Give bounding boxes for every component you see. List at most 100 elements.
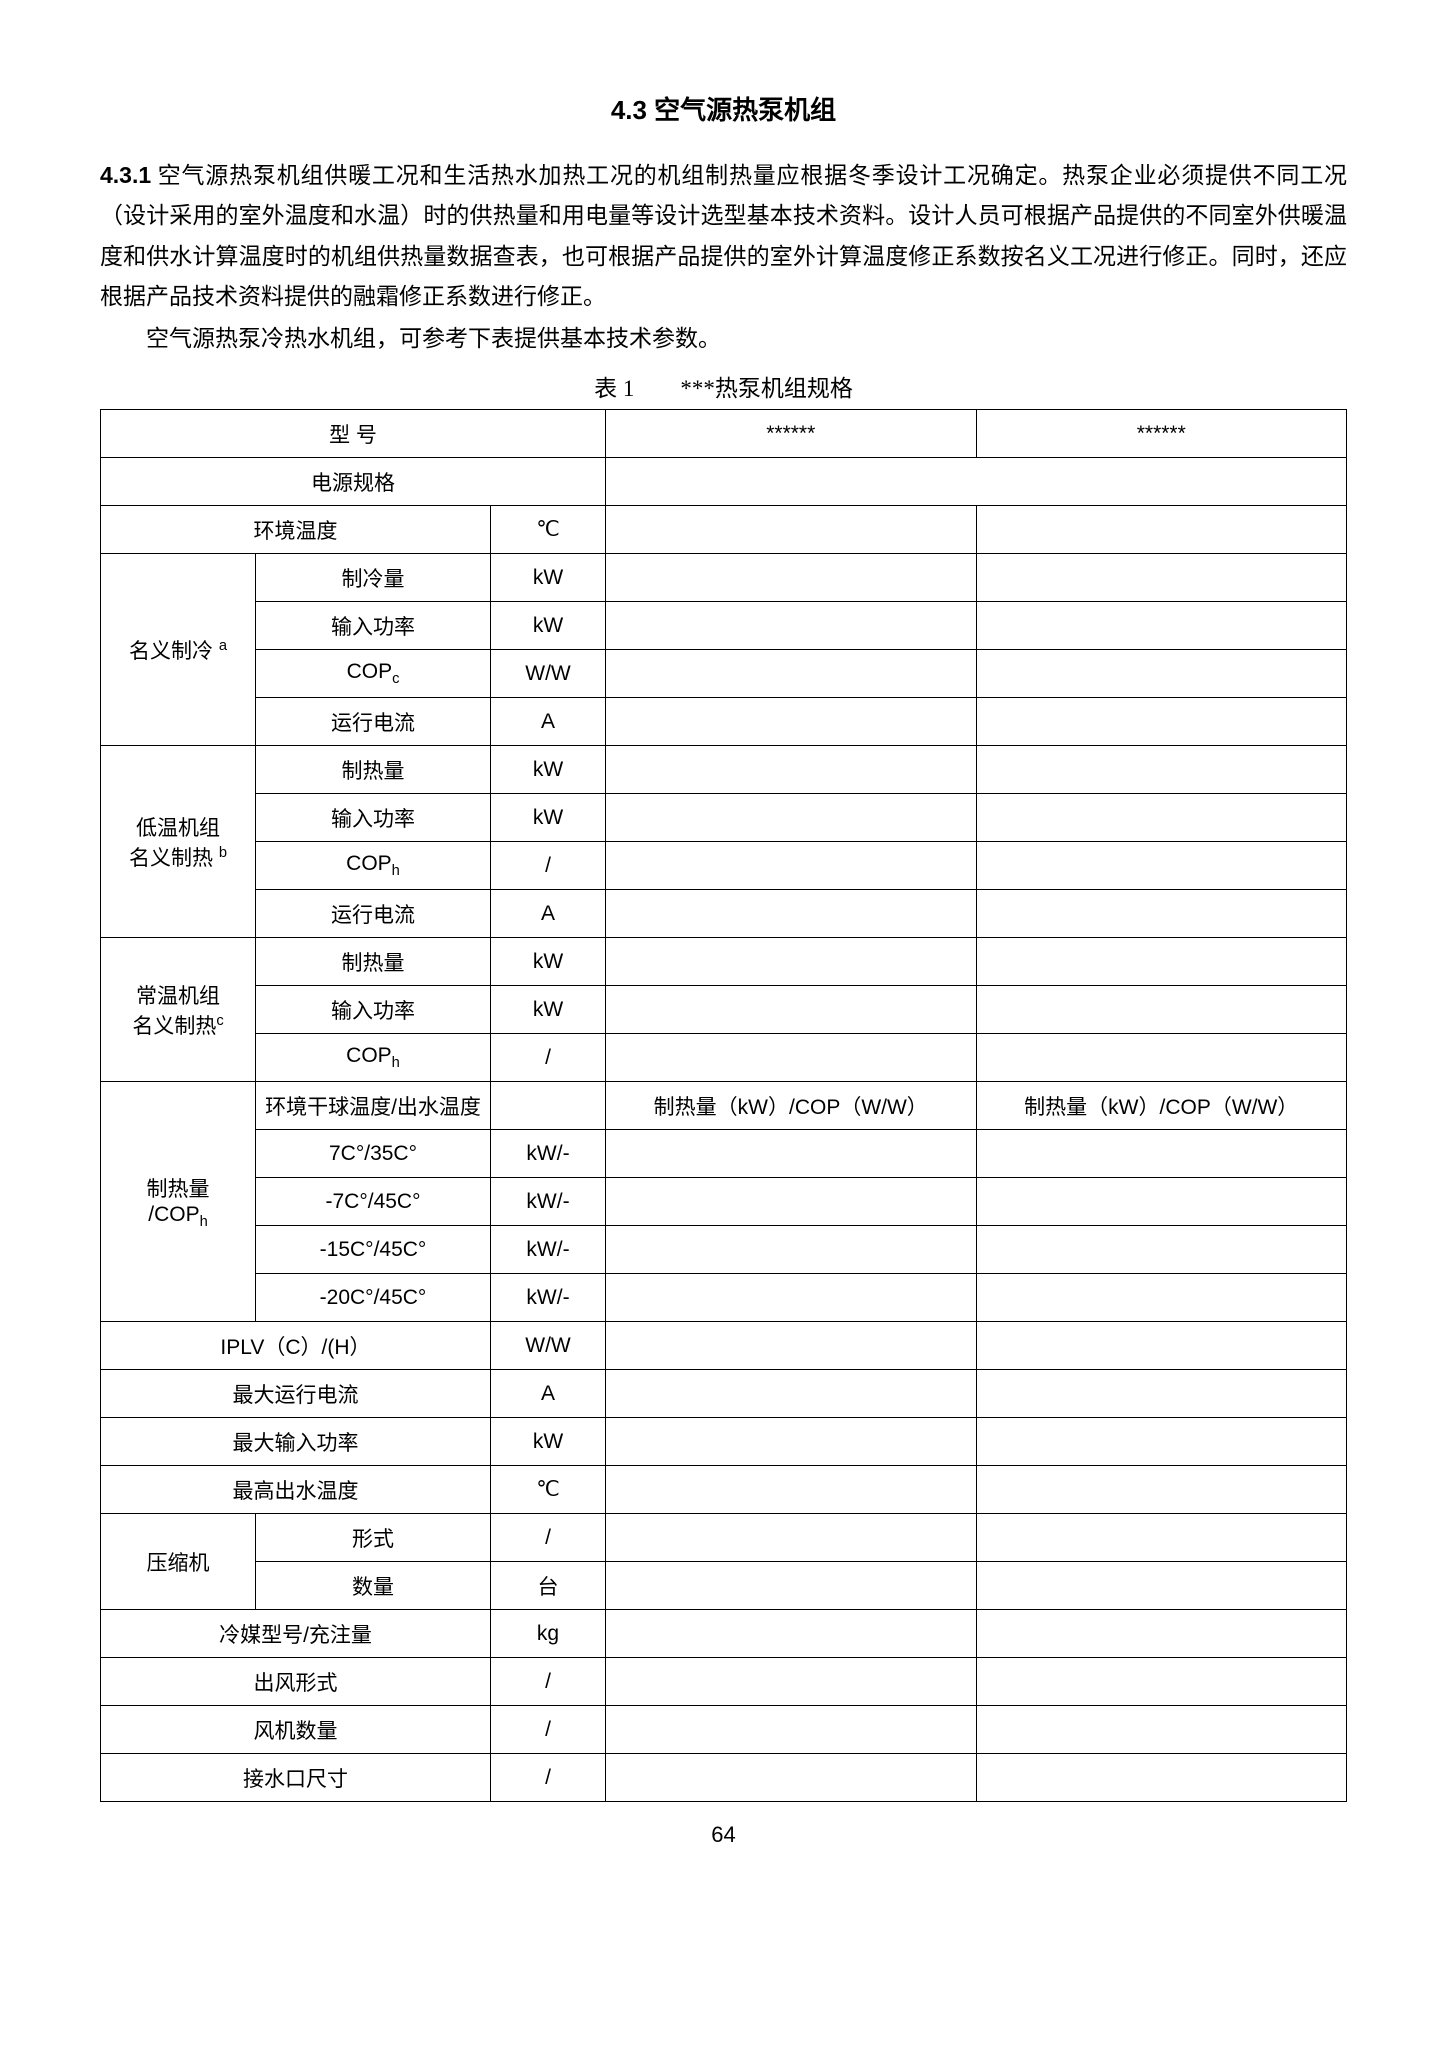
label-hc-0: 环境干球温度/出水温度: [256, 1082, 491, 1130]
val-env-temp-b: [976, 506, 1347, 554]
val-nt-2a: [606, 986, 977, 1034]
row-nom-cooling-3: COPc W/W: [101, 650, 1347, 698]
val-air-outlet-b: [976, 1658, 1347, 1706]
val-comp-2b: [976, 1562, 1347, 1610]
row-nortemp-2: 输入功率 kW: [101, 986, 1347, 1034]
unit-nc-2: kW: [491, 602, 606, 650]
row-heatcop-1: 7C°/35C° kW/-: [101, 1130, 1347, 1178]
unit-refrigerant: kg: [491, 1610, 606, 1658]
label-nc-4: 运行电流: [256, 698, 491, 746]
val-max-power-a: [606, 1418, 977, 1466]
val-hc-3a: [606, 1226, 977, 1274]
row-refrigerant: 冷媒型号/充注量 kg: [101, 1610, 1347, 1658]
unit-hc-1: kW/-: [491, 1130, 606, 1178]
row-nortemp-3: COPh /: [101, 1034, 1347, 1082]
label-nt-1: 制热量: [256, 938, 491, 986]
row-nom-cooling-1: 名义制冷 a 制冷量 kW: [101, 554, 1347, 602]
val-nc-2b: [976, 602, 1347, 650]
val-hc-1a: [606, 1130, 977, 1178]
label-lt-3: COPh: [256, 842, 491, 890]
label-hc-4: -20C°/45C°: [256, 1274, 491, 1322]
label-comp-1: 形式: [256, 1514, 491, 1562]
val-nc-4a: [606, 698, 977, 746]
label-nc-2: 输入功率: [256, 602, 491, 650]
val-nt-1a: [606, 938, 977, 986]
unit-comp-1: /: [491, 1514, 606, 1562]
header-col-a: ******: [606, 410, 977, 458]
val-fan-count-a: [606, 1706, 977, 1754]
val-iplv-b: [976, 1322, 1347, 1370]
val-nc-2a: [606, 602, 977, 650]
row-water-port: 接水口尺寸 /: [101, 1754, 1347, 1802]
row-lowtemp-2: 输入功率 kW: [101, 794, 1347, 842]
row-compressor-2: 数量 台: [101, 1562, 1347, 1610]
val-nc-1a: [606, 554, 977, 602]
label-refrigerant: 冷媒型号/充注量: [101, 1610, 491, 1658]
label-lt-2: 输入功率: [256, 794, 491, 842]
row-heatcop-0: 制热量/COPh 环境干球温度/出水温度 制热量（kW）/COP（W/W） 制热…: [101, 1082, 1347, 1130]
val-nc-3b: [976, 650, 1347, 698]
val-max-current-b: [976, 1370, 1347, 1418]
unit-hc-4: kW/-: [491, 1274, 606, 1322]
val-hc-0b: 制热量（kW）/COP（W/W）: [976, 1082, 1347, 1130]
label-nt-2: 输入功率: [256, 986, 491, 1034]
unit-hc-3: kW/-: [491, 1226, 606, 1274]
label-hc-3: -15C°/45C°: [256, 1226, 491, 1274]
unit-fan-count: /: [491, 1706, 606, 1754]
label-lt-1: 制热量: [256, 746, 491, 794]
val-water-port-a: [606, 1754, 977, 1802]
row-heatcop-3: -15C°/45C° kW/-: [101, 1226, 1347, 1274]
val-nt-1b: [976, 938, 1347, 986]
row-fan-count: 风机数量 /: [101, 1706, 1347, 1754]
row-air-outlet: 出风形式 /: [101, 1658, 1347, 1706]
label-nc-3: COPc: [256, 650, 491, 698]
val-hc-2b: [976, 1178, 1347, 1226]
val-lt-3b: [976, 842, 1347, 890]
row-model: 型 号 ****** ******: [101, 410, 1347, 458]
val-iplv-a: [606, 1322, 977, 1370]
unit-nc-4: A: [491, 698, 606, 746]
val-lt-4a: [606, 890, 977, 938]
val-hc-1b: [976, 1130, 1347, 1178]
val-power-spec: [606, 458, 1347, 506]
row-nom-cooling-2: 输入功率 kW: [101, 602, 1347, 650]
val-nt-3a: [606, 1034, 977, 1082]
header-col-b: ******: [976, 410, 1347, 458]
page-number: 64: [100, 1822, 1347, 1848]
unit-air-outlet: /: [491, 1658, 606, 1706]
row-power-spec: 电源规格: [101, 458, 1347, 506]
val-env-temp-a: [606, 506, 977, 554]
unit-lt-3: /: [491, 842, 606, 890]
val-hc-0a: 制热量（kW）/COP（W/W）: [606, 1082, 977, 1130]
val-hc-3b: [976, 1226, 1347, 1274]
unit-nc-3: W/W: [491, 650, 606, 698]
label-comp-2: 数量: [256, 1562, 491, 1610]
row-nortemp-1: 常温机组名义制热c 制热量 kW: [101, 938, 1347, 986]
unit-lt-1: kW: [491, 746, 606, 794]
row-lowtemp-3: COPh /: [101, 842, 1347, 890]
val-fan-count-b: [976, 1706, 1347, 1754]
unit-env-temp: ℃: [491, 506, 606, 554]
row-iplv: IPLV（C）/(H） W/W: [101, 1322, 1347, 1370]
unit-hc-2: kW/-: [491, 1178, 606, 1226]
val-lt-1a: [606, 746, 977, 794]
label-fan-count: 风机数量: [101, 1706, 491, 1754]
paragraph-2: 空气源热泵冷热水机组，可参考下表提供基本技术参数。: [100, 319, 1347, 359]
label-nt-3: COPh: [256, 1034, 491, 1082]
group-normal-temp-heating: 常温机组名义制热c: [101, 938, 256, 1082]
row-max-power: 最大输入功率 kW: [101, 1418, 1347, 1466]
unit-max-outlet-temp: ℃: [491, 1466, 606, 1514]
para1-text: 空气源热泵机组供暖工况和生活热水加热工况的机组制热量应根据冬季设计工况确定。热泵…: [100, 163, 1347, 309]
unit-max-power: kW: [491, 1418, 606, 1466]
label-max-outlet-temp: 最高出水温度: [101, 1466, 491, 1514]
label-lt-4: 运行电流: [256, 890, 491, 938]
val-hc-4b: [976, 1274, 1347, 1322]
val-water-port-b: [976, 1754, 1347, 1802]
row-heatcop-2: -7C°/45C° kW/-: [101, 1178, 1347, 1226]
label-max-current: 最大运行电流: [101, 1370, 491, 1418]
row-lowtemp-1: 低温机组名义制热 b 制热量 kW: [101, 746, 1347, 794]
unit-comp-2: 台: [491, 1562, 606, 1610]
paragraph-1: 4.3.1 空气源热泵机组供暖工况和生活热水加热工况的机组制热量应根据冬季设计工…: [100, 155, 1347, 317]
label-power-spec: 电源规格: [101, 458, 606, 506]
val-lt-2b: [976, 794, 1347, 842]
